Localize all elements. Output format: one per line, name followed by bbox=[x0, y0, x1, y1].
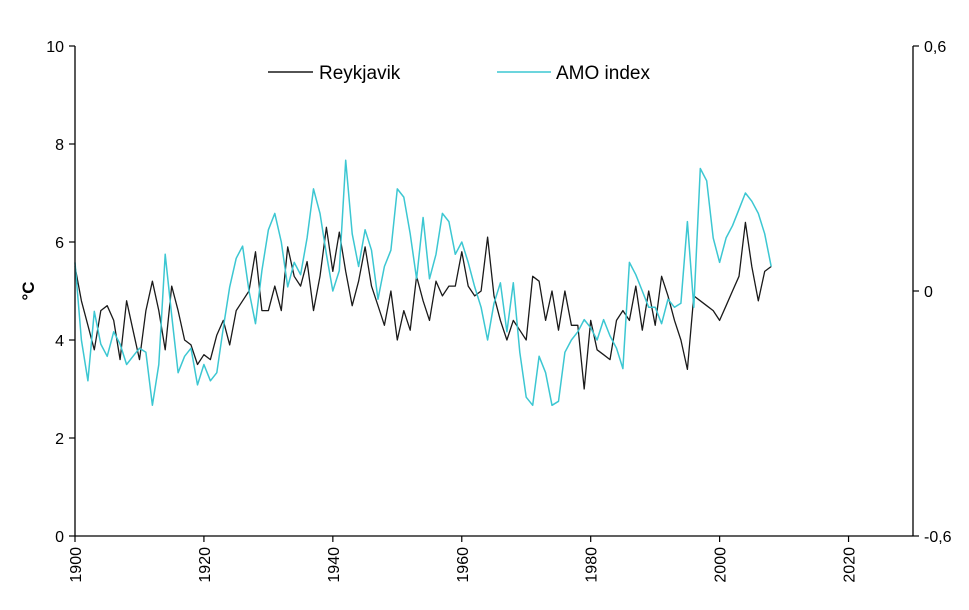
y-tick-label: 2 bbox=[55, 431, 64, 448]
y-axis-title: °C bbox=[19, 281, 38, 300]
x-tick-label: 1960 bbox=[455, 547, 472, 583]
x-tick-label: 1940 bbox=[326, 547, 343, 583]
series-layer bbox=[74, 159, 772, 407]
legend: Reykjavik AMO index bbox=[268, 63, 650, 84]
x-tick-label: 1980 bbox=[584, 547, 601, 583]
y2-tick-label: 0,6 bbox=[924, 39, 946, 56]
legend-label: AMO index bbox=[556, 63, 650, 84]
y2-tick-label: -0,6 bbox=[924, 529, 952, 546]
x-tick-label: 2000 bbox=[713, 547, 730, 583]
y-tick-label: 10 bbox=[46, 39, 64, 56]
y-tick-label: 0 bbox=[55, 529, 64, 546]
y-tick-label: 4 bbox=[55, 333, 64, 350]
x-tick-label: 1920 bbox=[197, 547, 214, 583]
series-line-reykjavik bbox=[74, 221, 772, 390]
y2-tick-label: 0 bbox=[924, 284, 933, 301]
legend-label: Reykjavik bbox=[319, 63, 401, 84]
series-line-amo-index bbox=[74, 159, 772, 407]
y-tick-label: 8 bbox=[55, 137, 64, 154]
x-tick-label: 1900 bbox=[68, 547, 85, 583]
axes: 0 2 4 6 8 10 -0,6 0 0,6 1900 1920 1940 1960 1980 2000 2… bbox=[46, 39, 951, 583]
y-tick-label: 6 bbox=[55, 235, 64, 252]
x-tick-label: 2020 bbox=[842, 547, 859, 583]
